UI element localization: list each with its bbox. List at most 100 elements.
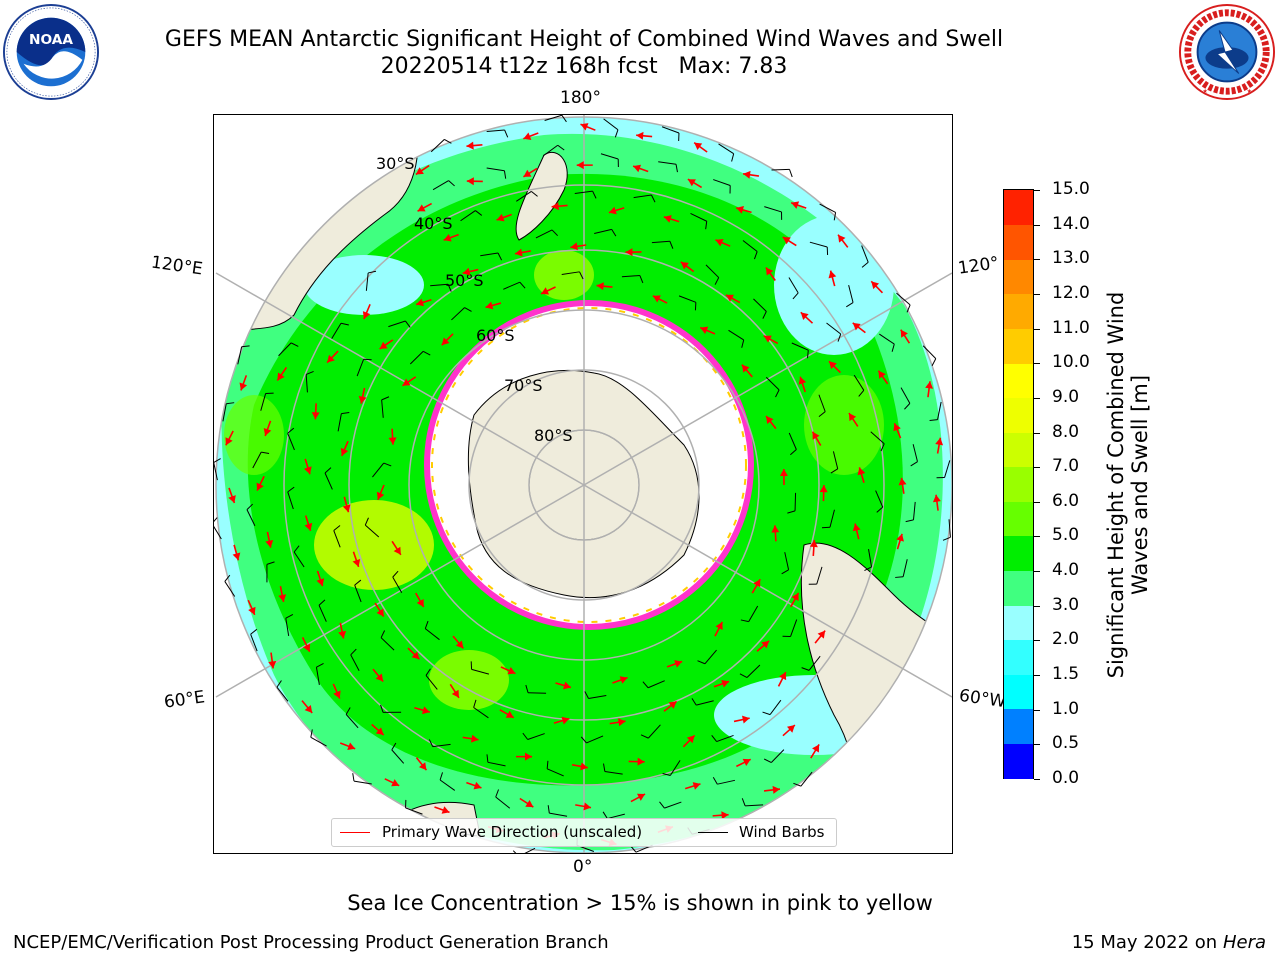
- wind-barb: [788, 432, 797, 450]
- colorbar-segment: [1004, 674, 1033, 710]
- colorbar-segment: [1004, 708, 1033, 744]
- wind-barb-flag: [250, 628, 258, 635]
- wave-arrow-head: [416, 298, 425, 307]
- wind-barb: [745, 804, 764, 807]
- wind-barb: [870, 431, 885, 445]
- wind-barb: [527, 733, 545, 740]
- wave-arrow-head: [225, 437, 233, 446]
- wind-barb-flag: [293, 545, 300, 553]
- wind-barb: [224, 581, 236, 597]
- wind-barb: [425, 675, 438, 690]
- wind-barb: [704, 649, 717, 665]
- wind-barb-flag: [486, 754, 489, 763]
- wind-barb-flag: [891, 343, 895, 352]
- colorbar-segment: [1004, 362, 1033, 399]
- wave-arrow-head: [541, 287, 550, 295]
- wind-barb: [829, 509, 835, 528]
- wind-barb: [678, 295, 697, 303]
- wave-arrow-head: [507, 667, 516, 675]
- wave-arrow-head: [391, 779, 400, 787]
- wind-barb: [430, 283, 449, 287]
- wave-arrow-head: [721, 679, 730, 688]
- wind-barb-flag: [630, 845, 637, 853]
- wind-barb-flag: [639, 275, 644, 284]
- wave-arrow-head: [925, 381, 934, 389]
- wind-barb: [237, 346, 243, 365]
- colorbar-segment: [1004, 605, 1033, 641]
- colorbar-tick-label: 8.0: [1052, 421, 1080, 442]
- wind-barb-flag: [324, 467, 332, 474]
- wind-barb: [356, 359, 365, 377]
- wind-barb-flag: [697, 660, 706, 665]
- wind-barb-flag: [561, 115, 567, 123]
- wave-arrow-head: [694, 142, 703, 150]
- wind-barb: [549, 812, 568, 817]
- wind-barb: [451, 307, 465, 321]
- wave-arrow-head: [663, 215, 672, 223]
- wave-arrow-head: [763, 335, 772, 343]
- wind-barb: [853, 374, 865, 391]
- wind-barb: [771, 168, 790, 171]
- colorbar-segment: [1004, 224, 1033, 260]
- lon-label-180: 180°: [560, 88, 601, 108]
- wave-arrow-head: [402, 378, 411, 386]
- wave-arrow-head: [473, 781, 482, 790]
- wind-barb: [809, 241, 828, 248]
- wind-barb: [832, 451, 839, 469]
- wind-barb: [818, 394, 826, 412]
- wind-barb-flag: [614, 129, 619, 138]
- wind-barb-flag: [821, 526, 831, 529]
- wind-barb-flag: [444, 138, 452, 144]
- wave-arrow-head: [779, 672, 787, 681]
- noaa-logo-text: NOAA: [29, 32, 73, 48]
- wind-barb: [246, 509, 256, 527]
- wind-barb: [669, 760, 681, 776]
- colorbar-tick-mark: [1034, 605, 1040, 607]
- wave-arrow-head: [415, 167, 424, 175]
- wave-arrow-head: [766, 416, 774, 425]
- colorbar-tick-mark: [1034, 536, 1040, 538]
- wave-arrow-head: [838, 234, 846, 243]
- wave-arrow-head: [637, 757, 645, 766]
- wind-barb: [603, 118, 619, 131]
- wave-arrow-head: [753, 579, 761, 588]
- wind-barb: [214, 526, 222, 540]
- wind-barb-flag: [531, 191, 538, 197]
- colorbar-tick-label: 0.0: [1052, 768, 1080, 788]
- colorbar: [1003, 189, 1034, 779]
- wave-arrow-head: [668, 701, 677, 709]
- colorbar-tick-mark: [1034, 744, 1040, 746]
- wind-barb-flag: [906, 304, 911, 313]
- wave-arrow-head: [686, 735, 695, 744]
- nws-logo-icon: ★ ★: [1178, 3, 1276, 101]
- wind-barb-flag: [522, 732, 529, 740]
- wind-barb: [318, 605, 327, 622]
- wave-arrow-head: [239, 382, 248, 391]
- wind-barb: [607, 813, 625, 820]
- wave-arrow-head: [772, 785, 780, 794]
- wave-arrow-head: [525, 799, 534, 808]
- wind-barb: [690, 213, 707, 222]
- wind-barb: [770, 749, 785, 763]
- wind-barb: [826, 322, 842, 335]
- colorbar-tick-mark: [1034, 432, 1040, 434]
- wave-arrow-head: [333, 690, 341, 699]
- wind-barb-flag: [383, 462, 392, 467]
- wind-barb: [651, 240, 670, 244]
- wind-barb-flag: [504, 129, 509, 138]
- wave-arrow-head: [302, 643, 311, 652]
- wave-arrow-head: [608, 206, 617, 215]
- wind-barb-flag: [447, 284, 452, 292]
- wave-arrow-head: [411, 651, 420, 660]
- wind-barb: [276, 686, 289, 702]
- colorbar-tick-mark: [1034, 397, 1040, 399]
- wave-arrow-head: [800, 312, 809, 321]
- wind-barb: [664, 801, 682, 809]
- wave-arrow-head: [779, 469, 788, 477]
- wave-arrow-head: [342, 504, 351, 513]
- wave-arrow-head: [829, 361, 837, 370]
- wind-barb: [800, 771, 813, 787]
- wind-barb: [381, 399, 384, 418]
- wind-barb: [380, 637, 395, 651]
- wave-arrow-head: [523, 169, 532, 177]
